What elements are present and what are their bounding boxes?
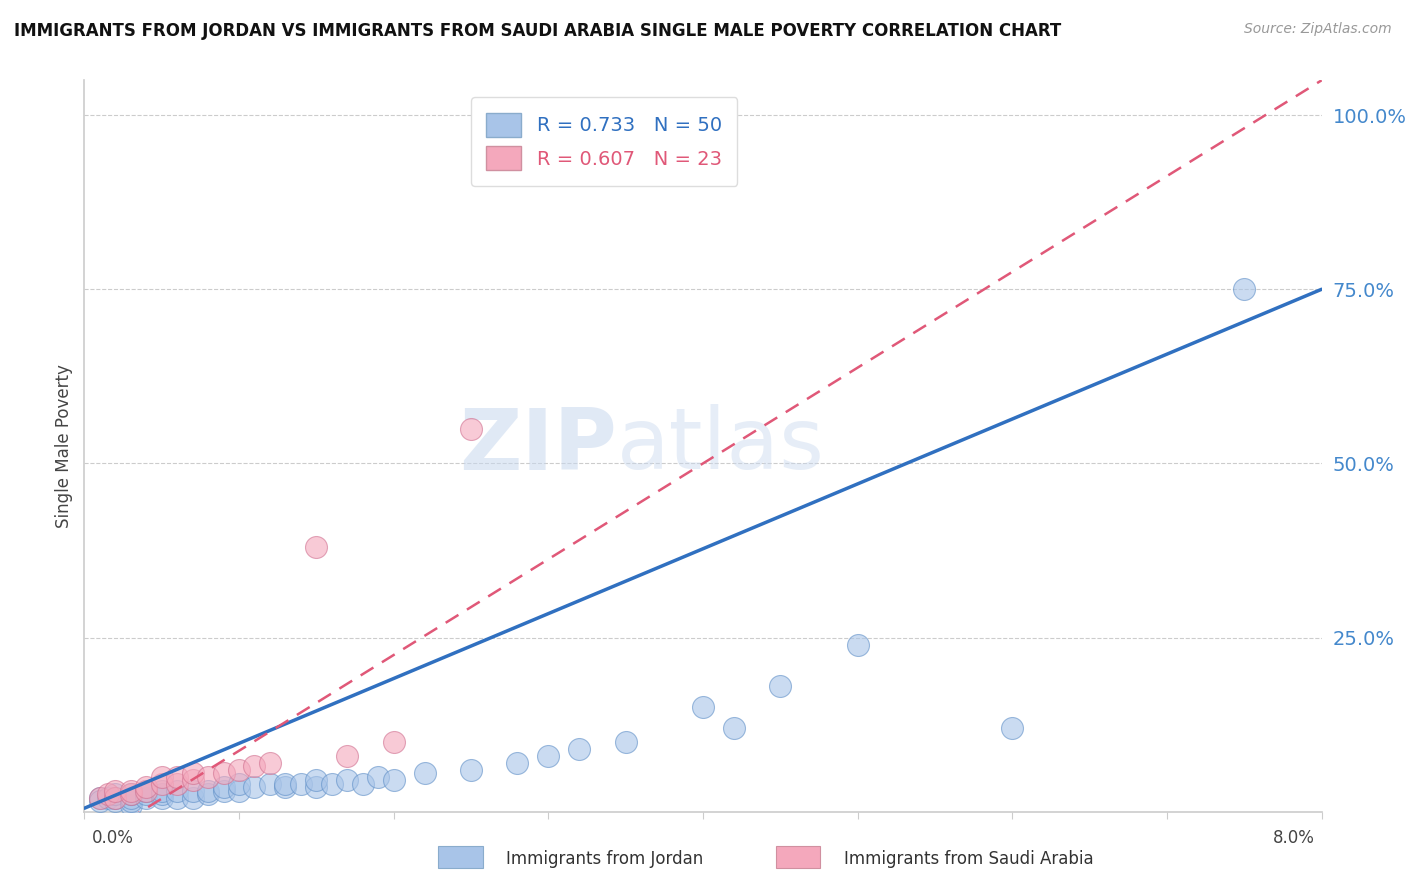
Point xyxy=(336,773,359,788)
Point xyxy=(460,763,482,777)
Point xyxy=(769,679,792,693)
Point xyxy=(321,777,343,791)
Point xyxy=(166,777,188,791)
Point xyxy=(120,790,142,805)
Point xyxy=(460,421,482,435)
Point xyxy=(537,749,560,764)
Point xyxy=(1233,282,1256,296)
Point xyxy=(212,780,235,795)
Point xyxy=(135,784,157,798)
Point xyxy=(614,735,637,749)
Point xyxy=(352,777,374,791)
Point xyxy=(120,784,142,798)
Point xyxy=(382,735,405,749)
Text: IMMIGRANTS FROM JORDAN VS IMMIGRANTS FROM SAUDI ARABIA SINGLE MALE POVERTY CORRE: IMMIGRANTS FROM JORDAN VS IMMIGRANTS FRO… xyxy=(14,22,1062,40)
FancyBboxPatch shape xyxy=(439,846,482,869)
Point xyxy=(367,770,389,784)
Point xyxy=(305,540,328,554)
Point xyxy=(506,756,529,770)
Text: ZIP: ZIP xyxy=(458,404,616,488)
Point xyxy=(89,794,111,808)
Text: 8.0%: 8.0% xyxy=(1272,829,1315,847)
Point xyxy=(290,777,312,791)
Point xyxy=(104,794,127,808)
Point xyxy=(120,797,142,812)
Point xyxy=(846,638,869,652)
Point xyxy=(135,787,157,801)
Point xyxy=(104,790,127,805)
Point xyxy=(166,790,188,805)
Point xyxy=(228,784,250,798)
Legend: R = 0.733   N = 50, R = 0.607   N = 23: R = 0.733 N = 50, R = 0.607 N = 23 xyxy=(471,97,737,186)
Point xyxy=(150,784,173,798)
Point xyxy=(228,777,250,791)
Point xyxy=(336,749,359,764)
Text: Source: ZipAtlas.com: Source: ZipAtlas.com xyxy=(1244,22,1392,37)
Point xyxy=(259,756,281,770)
Point xyxy=(305,780,328,795)
Point xyxy=(212,784,235,798)
Point xyxy=(212,766,235,780)
Point xyxy=(181,790,204,805)
Text: Immigrants from Jordan: Immigrants from Jordan xyxy=(506,850,703,868)
Y-axis label: Single Male Poverty: Single Male Poverty xyxy=(55,364,73,528)
Point xyxy=(150,777,173,791)
Point xyxy=(243,780,266,795)
Text: atlas: atlas xyxy=(616,404,824,488)
Point xyxy=(135,780,157,795)
Point xyxy=(120,787,142,801)
Point xyxy=(243,759,266,773)
Text: 0.0%: 0.0% xyxy=(91,829,134,847)
Point xyxy=(181,784,204,798)
Point xyxy=(274,777,297,791)
Point xyxy=(568,742,591,756)
Point xyxy=(104,784,127,798)
Point xyxy=(166,770,188,784)
Point xyxy=(120,794,142,808)
Point xyxy=(692,700,714,714)
Point xyxy=(96,787,118,801)
Point xyxy=(181,773,204,788)
Point xyxy=(181,766,204,780)
Point xyxy=(382,773,405,788)
Point xyxy=(274,780,297,795)
Point xyxy=(104,787,127,801)
Point xyxy=(150,770,173,784)
Point xyxy=(723,721,745,735)
Point xyxy=(166,784,188,798)
Point xyxy=(89,790,111,805)
Point xyxy=(228,763,250,777)
Point xyxy=(135,790,157,805)
Point xyxy=(120,787,142,801)
Point xyxy=(150,787,173,801)
Point xyxy=(89,790,111,805)
Point xyxy=(305,773,328,788)
Point xyxy=(197,770,219,784)
Point xyxy=(197,784,219,798)
Point xyxy=(104,790,127,805)
Point xyxy=(135,784,157,798)
Point xyxy=(413,766,436,780)
Point xyxy=(259,777,281,791)
Point xyxy=(96,790,118,805)
Point xyxy=(197,787,219,801)
Text: Immigrants from Saudi Arabia: Immigrants from Saudi Arabia xyxy=(844,850,1094,868)
FancyBboxPatch shape xyxy=(776,846,820,869)
Point xyxy=(1001,721,1024,735)
Point xyxy=(150,790,173,805)
